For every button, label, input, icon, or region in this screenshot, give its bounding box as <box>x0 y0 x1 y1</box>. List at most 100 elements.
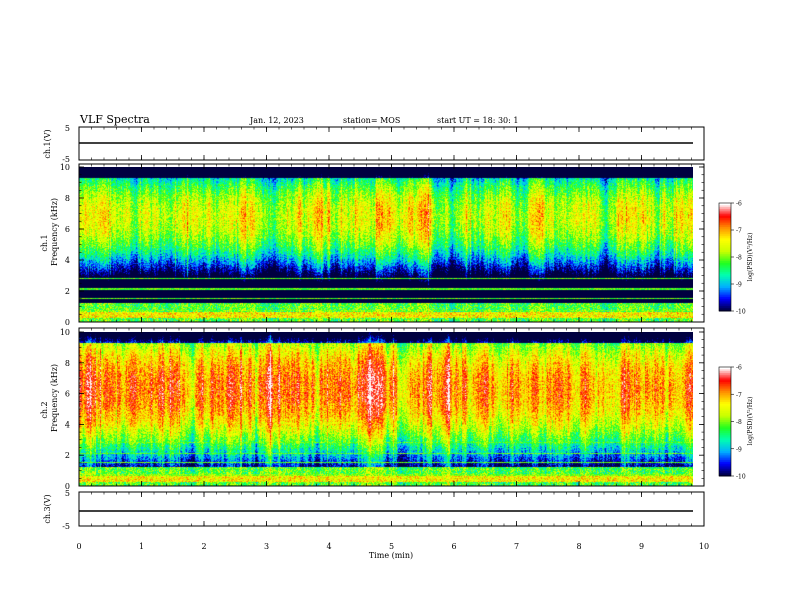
colorbar-swatch <box>719 474 731 477</box>
colorbar-swatch <box>719 416 731 419</box>
colorbar-swatch <box>719 262 731 265</box>
colorbar-swatch <box>719 287 731 290</box>
time-tick-label: 0 <box>76 542 81 551</box>
time-tick-label: 3 <box>264 542 269 551</box>
time-tick-label: 7 <box>514 542 519 551</box>
colorbar-swatch <box>719 228 731 231</box>
colorbar-swatch <box>719 394 731 397</box>
colorbar-swatch <box>719 280 731 283</box>
colorbar-swatch <box>719 377 731 381</box>
ch2-spectrogram-panel: 0 2 4 6 8 10 ch.2 Frequency (kHz) -6 -7 -8 -9 -10… <box>40 327 754 491</box>
colorbar-swatch <box>719 291 731 294</box>
colorbar-swatch <box>719 379 731 383</box>
colorbar-tick-label: -7 <box>736 392 742 399</box>
colorbar-swatch <box>719 282 731 285</box>
figure-title: VLF Spectra <box>79 113 150 126</box>
colorbar-tick-label: -8 <box>736 419 742 426</box>
colorbar-swatch <box>719 239 731 242</box>
colorbar-swatch <box>719 441 731 444</box>
colorbar-swatch <box>719 230 731 233</box>
colorbar-swatch <box>719 368 731 372</box>
colorbar-tick-label: -8 <box>736 255 742 262</box>
ch1-ytick-top: 5 <box>65 124 70 133</box>
colorbar-swatch <box>719 468 731 472</box>
colorbar-swatch <box>719 381 731 384</box>
ch1-colorbar: -6 -7 -8 -9 -10 <box>718 201 746 316</box>
time-tick-label: 2 <box>201 542 206 551</box>
freq-tick-label: 0 <box>65 482 70 491</box>
freq-tick-label: 6 <box>65 225 70 234</box>
colorbar-swatch <box>719 219 731 222</box>
ch2-spectrogram-image <box>79 332 693 486</box>
colorbar-swatch <box>719 273 731 276</box>
colorbar-swatch <box>719 269 731 272</box>
colorbar-swatch <box>719 372 731 375</box>
colorbar-swatch <box>719 253 731 256</box>
colorbar-tick-label: -7 <box>736 228 742 235</box>
time-tick-label: 9 <box>639 542 644 551</box>
ch3-waveform-panel: 5 -5 ch.3(V) <box>43 489 705 531</box>
colorbar-swatch <box>719 307 731 310</box>
colorbar-swatch <box>719 302 731 305</box>
colorbar-swatch <box>719 289 731 292</box>
colorbar-swatch <box>719 244 731 247</box>
colorbar-swatch <box>719 386 731 390</box>
colorbar-swatch <box>719 452 731 455</box>
ch2-colorbar: -6 -7 -8 -9 -10 <box>718 365 746 481</box>
colorbar-swatch <box>719 456 731 459</box>
colorbar-swatch <box>719 450 731 453</box>
colorbar-swatch <box>719 271 731 274</box>
colorbar-swatch <box>719 388 731 392</box>
colorbar-swatch <box>719 303 731 307</box>
colorbar-swatch <box>719 436 731 439</box>
colorbar-swatch <box>719 385 731 388</box>
colorbar-swatch <box>719 374 731 377</box>
ch1-waveform-panel: 5 -5 ch.1(V) <box>43 124 705 164</box>
freq-tick-label: 2 <box>65 451 70 460</box>
colorbar-swatch <box>719 463 731 466</box>
colorbar-swatch <box>719 309 731 312</box>
colorbar-swatch <box>719 465 731 468</box>
colorbar-swatch <box>719 446 731 450</box>
colorbar-swatch <box>719 403 731 406</box>
colorbar-swatch <box>719 203 731 206</box>
colorbar-swatch <box>719 221 731 224</box>
colorbar-swatch <box>719 410 731 413</box>
time-tick-label: 1 <box>139 542 144 551</box>
colorbar-swatch <box>719 461 731 464</box>
colorbar-swatch <box>719 257 731 260</box>
colorbar-swatch <box>719 443 731 446</box>
colorbar-swatch <box>719 276 731 280</box>
colorbar-swatch <box>719 399 731 403</box>
colorbar-swatch <box>719 392 731 395</box>
colorbar-swatch <box>719 213 731 217</box>
colorbar-swatch <box>719 417 731 421</box>
time-tick-label: 5 <box>389 542 394 551</box>
ch1-waveform-ylabel: ch.1(V) <box>43 129 52 158</box>
colorbar-swatch <box>719 222 731 226</box>
colorbar-swatch <box>719 226 731 229</box>
ch1-spectrogram-panel: 0 2 4 6 8 10 ch.1 Frequency (kHz) -6 -7 -8 -9 -10… <box>40 163 754 327</box>
colorbar-swatch <box>719 390 731 393</box>
colorbar-swatch <box>719 383 731 386</box>
colorbar-swatch <box>719 217 731 220</box>
colorbar-tick-label: -10 <box>736 309 746 316</box>
ch1-colorbar-label: log(PSD)(V²/Hz) <box>747 233 754 282</box>
colorbar-swatch <box>719 421 731 424</box>
start-time-label: start UT = 18: 30: 1 <box>437 116 518 125</box>
ch3-ytick-bottom: -5 <box>62 522 70 531</box>
colorbar-swatch <box>719 397 731 401</box>
colorbar-swatch <box>719 448 731 452</box>
colorbar-swatch <box>719 264 731 267</box>
colorbar-swatch <box>719 414 731 417</box>
ch3-waveform-ylabel: ch.3(V) <box>43 494 52 523</box>
date-label: Jan. 12, 2023 <box>249 116 304 125</box>
colorbar-swatch <box>719 258 731 262</box>
colorbar-swatch <box>719 425 731 428</box>
colorbar-swatch <box>719 235 731 238</box>
colorbar-swatch <box>719 240 731 244</box>
colorbar-swatch <box>719 293 731 296</box>
freq-tick-label: 0 <box>65 318 70 327</box>
colorbar-swatch <box>719 432 731 435</box>
